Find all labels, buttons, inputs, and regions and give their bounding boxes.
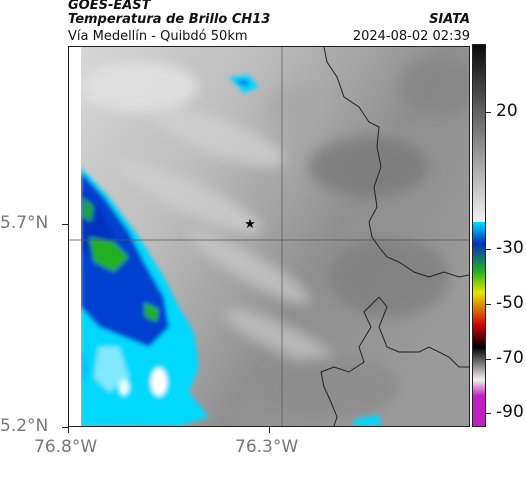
lon-tick-label: 76.8°W — [34, 437, 98, 457]
lat-tick-mark — [62, 427, 68, 428]
timestamp-label: 2024-08-02 02:39 — [352, 29, 470, 44]
lon-tick-label: 76.3°W — [235, 437, 299, 457]
colorbar-tick-mark — [486, 249, 491, 250]
organization-label: SIATA — [429, 12, 470, 27]
colorbar-tick-label: 20 — [496, 101, 518, 121]
colorbar-tick-mark — [486, 359, 491, 360]
colorbar-tick-label: -70 — [496, 348, 524, 368]
colorbar-tick-label: -30 — [496, 238, 524, 258]
brightness-temperature-field — [69, 47, 469, 426]
lat-tick-label: 5.2°N — [0, 416, 49, 436]
colorbar-tick-mark — [486, 413, 491, 414]
colorbar-tick-mark — [486, 304, 491, 305]
product-title: Temperatura de Brillo CH13 — [68, 12, 271, 27]
colorbar-tick-label: -50 — [496, 293, 524, 313]
route-subtitle: Vía Medellín - Quibdó 50km — [68, 29, 248, 44]
colorbar-tick-label: -90 — [496, 402, 524, 422]
lat-tick-label: 5.7°N — [0, 213, 49, 233]
star-marker-icon[interactable]: ★ — [244, 217, 256, 233]
lon-tick-mark — [269, 427, 270, 433]
lon-tick-mark — [68, 427, 69, 433]
colorbar — [472, 44, 486, 427]
colorbar-tick-mark — [486, 112, 491, 113]
satellite-map[interactable]: ★ — [68, 46, 470, 427]
satellite-title: GOES-EAST — [68, 0, 151, 13]
lat-tick-mark — [62, 224, 68, 225]
